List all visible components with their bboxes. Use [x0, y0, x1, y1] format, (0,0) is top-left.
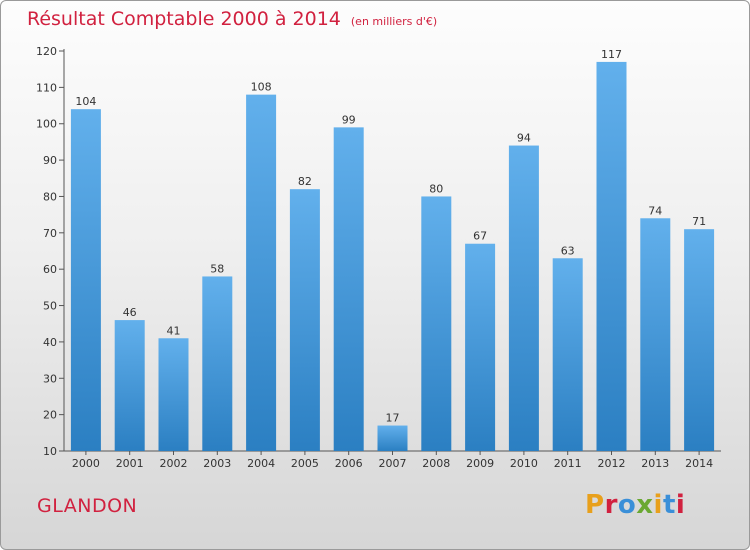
- logo-letter: x: [636, 490, 654, 520]
- bar: [114, 320, 145, 451]
- y-tick-label: 20: [43, 409, 57, 422]
- x-tick-label: 2003: [203, 457, 231, 470]
- x-tick-label: 2000: [72, 457, 100, 470]
- x-tick-label: 2005: [291, 457, 319, 470]
- x-tick-label: 2004: [247, 457, 275, 470]
- bar-value-label: 74: [648, 204, 662, 217]
- bar-value-label: 58: [210, 262, 224, 275]
- logo-letter: o: [617, 490, 637, 520]
- bar: [377, 425, 408, 451]
- y-tick-label: 90: [43, 154, 57, 167]
- bar: [596, 61, 627, 452]
- y-tick-label: 110: [36, 81, 57, 94]
- logo-letter: i: [653, 490, 663, 520]
- town-name: GLANDON: [37, 495, 138, 517]
- bar-value-label: 71: [692, 215, 706, 228]
- bar-value-label: 17: [386, 412, 400, 425]
- x-tick-label: 2008: [422, 457, 450, 470]
- x-tick-label: 2007: [379, 457, 407, 470]
- y-tick-label: 40: [43, 336, 57, 349]
- bar-value-label: 104: [75, 95, 96, 108]
- bar-value-label: 108: [251, 81, 272, 94]
- y-tick-label: 80: [43, 190, 57, 203]
- y-tick-label: 50: [43, 300, 57, 313]
- bar-value-label: 117: [601, 48, 622, 61]
- bar-value-label: 46: [123, 306, 137, 319]
- bar: [333, 127, 364, 451]
- bar: [684, 229, 715, 451]
- bar-value-label: 99: [342, 113, 356, 126]
- x-tick-label: 2001: [116, 457, 144, 470]
- bar: [640, 218, 671, 451]
- x-tick-label: 2013: [641, 457, 669, 470]
- chart-title-text: Résultat Comptable 2000 à 2014: [27, 8, 341, 30]
- y-tick-label: 100: [36, 118, 57, 131]
- bar-value-label: 82: [298, 175, 312, 188]
- x-tick-label: 2009: [466, 457, 494, 470]
- bar: [465, 243, 496, 451]
- bar-value-label: 63: [561, 244, 575, 257]
- bar-value-label: 67: [473, 230, 487, 243]
- x-tick-label: 2002: [160, 457, 188, 470]
- bar: [508, 145, 539, 451]
- bar: [70, 109, 101, 451]
- y-tick-label: 120: [36, 45, 57, 58]
- bar-value-label: 41: [167, 324, 181, 337]
- logo-letter: P: [585, 490, 605, 520]
- logo-letter: t: [662, 490, 676, 520]
- bar: [246, 94, 277, 452]
- bar: [552, 258, 583, 451]
- proxiti-logo[interactable]: Proxiti: [585, 490, 685, 520]
- logo-letter: r: [604, 490, 618, 520]
- y-tick-label: 70: [43, 227, 57, 240]
- bar-value-label: 80: [429, 182, 443, 195]
- chart-unit-note: (en milliers d'€): [350, 15, 438, 28]
- x-tick-label: 2010: [510, 457, 538, 470]
- y-tick-label: 30: [43, 372, 57, 385]
- logo-letter: i: [675, 490, 686, 520]
- bar: [158, 338, 189, 451]
- bar-value-label: 94: [517, 132, 531, 145]
- x-tick-label: 2012: [598, 457, 626, 470]
- x-tick-label: 2006: [335, 457, 363, 470]
- x-tick-label: 2014: [685, 457, 713, 470]
- bar: [289, 189, 320, 451]
- bar: [421, 196, 452, 451]
- y-tick-label: 10: [43, 445, 57, 458]
- bar: [202, 276, 233, 451]
- chart-title: Résultat Comptable 2000 à 2014 (en millie…: [27, 8, 437, 30]
- x-tick-label: 2011: [554, 457, 582, 470]
- y-tick-label: 60: [43, 263, 57, 276]
